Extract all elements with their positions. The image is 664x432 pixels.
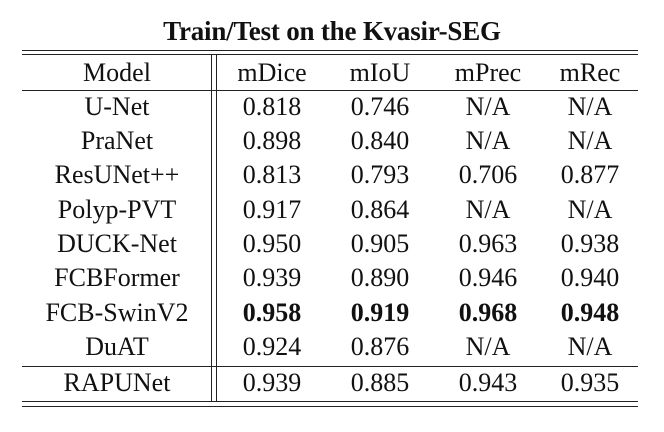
cell-model: DUCK-Net <box>57 229 177 258</box>
cell-model: Polyp-PVT <box>57 195 177 224</box>
cell-model: ResUNet++ <box>54 160 180 189</box>
cell-miou: 0.864 <box>350 195 410 224</box>
column-divider-right <box>216 54 218 402</box>
cell-mrec: N/A <box>567 332 613 361</box>
cell-mrec: 0.877 <box>560 160 620 189</box>
cell-model: DuAT <box>85 332 149 361</box>
cell-mdice: 0.924 <box>242 332 302 361</box>
cell-mdice: 0.958 <box>242 298 302 327</box>
header-mdice: mDice <box>237 58 307 87</box>
cell-mprec: 0.968 <box>458 298 518 327</box>
header-mrec: mRec <box>559 58 621 87</box>
cell-mprec: N/A <box>465 126 511 155</box>
cell-model: FCB-SwinV2 <box>45 298 189 327</box>
last-row-rule <box>22 366 638 368</box>
cell-miou: 0.890 <box>350 263 410 292</box>
cell-model: U-Net <box>84 92 150 121</box>
column-divider-left <box>211 54 213 402</box>
cell-mdice: 0.950 <box>242 229 302 258</box>
cell-mdice: 0.917 <box>242 195 302 224</box>
header-miou: mIoU <box>349 58 411 87</box>
header-model: Model <box>83 58 151 87</box>
cell-mprec: 0.706 <box>458 160 518 189</box>
cell-model: RAPUNet <box>63 368 171 397</box>
cell-mdice: 0.939 <box>242 263 302 292</box>
cell-miou: 0.905 <box>350 229 410 258</box>
cell-mrec: 0.948 <box>560 298 620 327</box>
top-rule-inner <box>22 54 638 56</box>
cell-mrec: 0.940 <box>560 263 620 292</box>
cell-mprec: N/A <box>465 332 511 361</box>
cell-mrec: 0.938 <box>560 229 620 258</box>
cell-model: FCBFormer <box>54 263 180 292</box>
cell-miou: 0.746 <box>350 92 410 121</box>
header-rule <box>22 90 638 92</box>
bottom-rule-inner <box>22 401 638 403</box>
top-rule-outer <box>22 50 638 52</box>
cell-miou: 0.919 <box>350 298 410 327</box>
cell-mrec: N/A <box>567 195 613 224</box>
cell-mdice: 0.818 <box>242 92 302 121</box>
cell-mprec: N/A <box>465 195 511 224</box>
cell-mdice: 0.813 <box>242 160 302 189</box>
cell-mrec: N/A <box>567 126 613 155</box>
cell-miou: 0.876 <box>350 332 410 361</box>
cell-mdice: 0.898 <box>242 126 302 155</box>
cell-mprec: 0.943 <box>458 368 518 397</box>
cell-mrec: N/A <box>567 92 613 121</box>
cell-miou: 0.793 <box>350 160 410 189</box>
cell-mprec: 0.963 <box>458 229 518 258</box>
cell-mdice: 0.939 <box>242 368 302 397</box>
bottom-rule-outer <box>22 406 638 408</box>
cell-miou: 0.840 <box>350 126 410 155</box>
cell-mprec: N/A <box>465 92 511 121</box>
table-caption: Train/Test on the Kvasir-SEG <box>163 16 501 46</box>
cell-miou: 0.885 <box>350 368 410 397</box>
cell-mprec: 0.946 <box>458 263 518 292</box>
cell-mrec: 0.935 <box>560 368 620 397</box>
header-mprec: mPrec <box>454 58 522 87</box>
cell-model: PraNet <box>80 126 154 155</box>
